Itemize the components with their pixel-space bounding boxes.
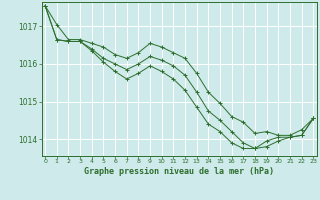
X-axis label: Graphe pression niveau de la mer (hPa): Graphe pression niveau de la mer (hPa)	[84, 167, 274, 176]
